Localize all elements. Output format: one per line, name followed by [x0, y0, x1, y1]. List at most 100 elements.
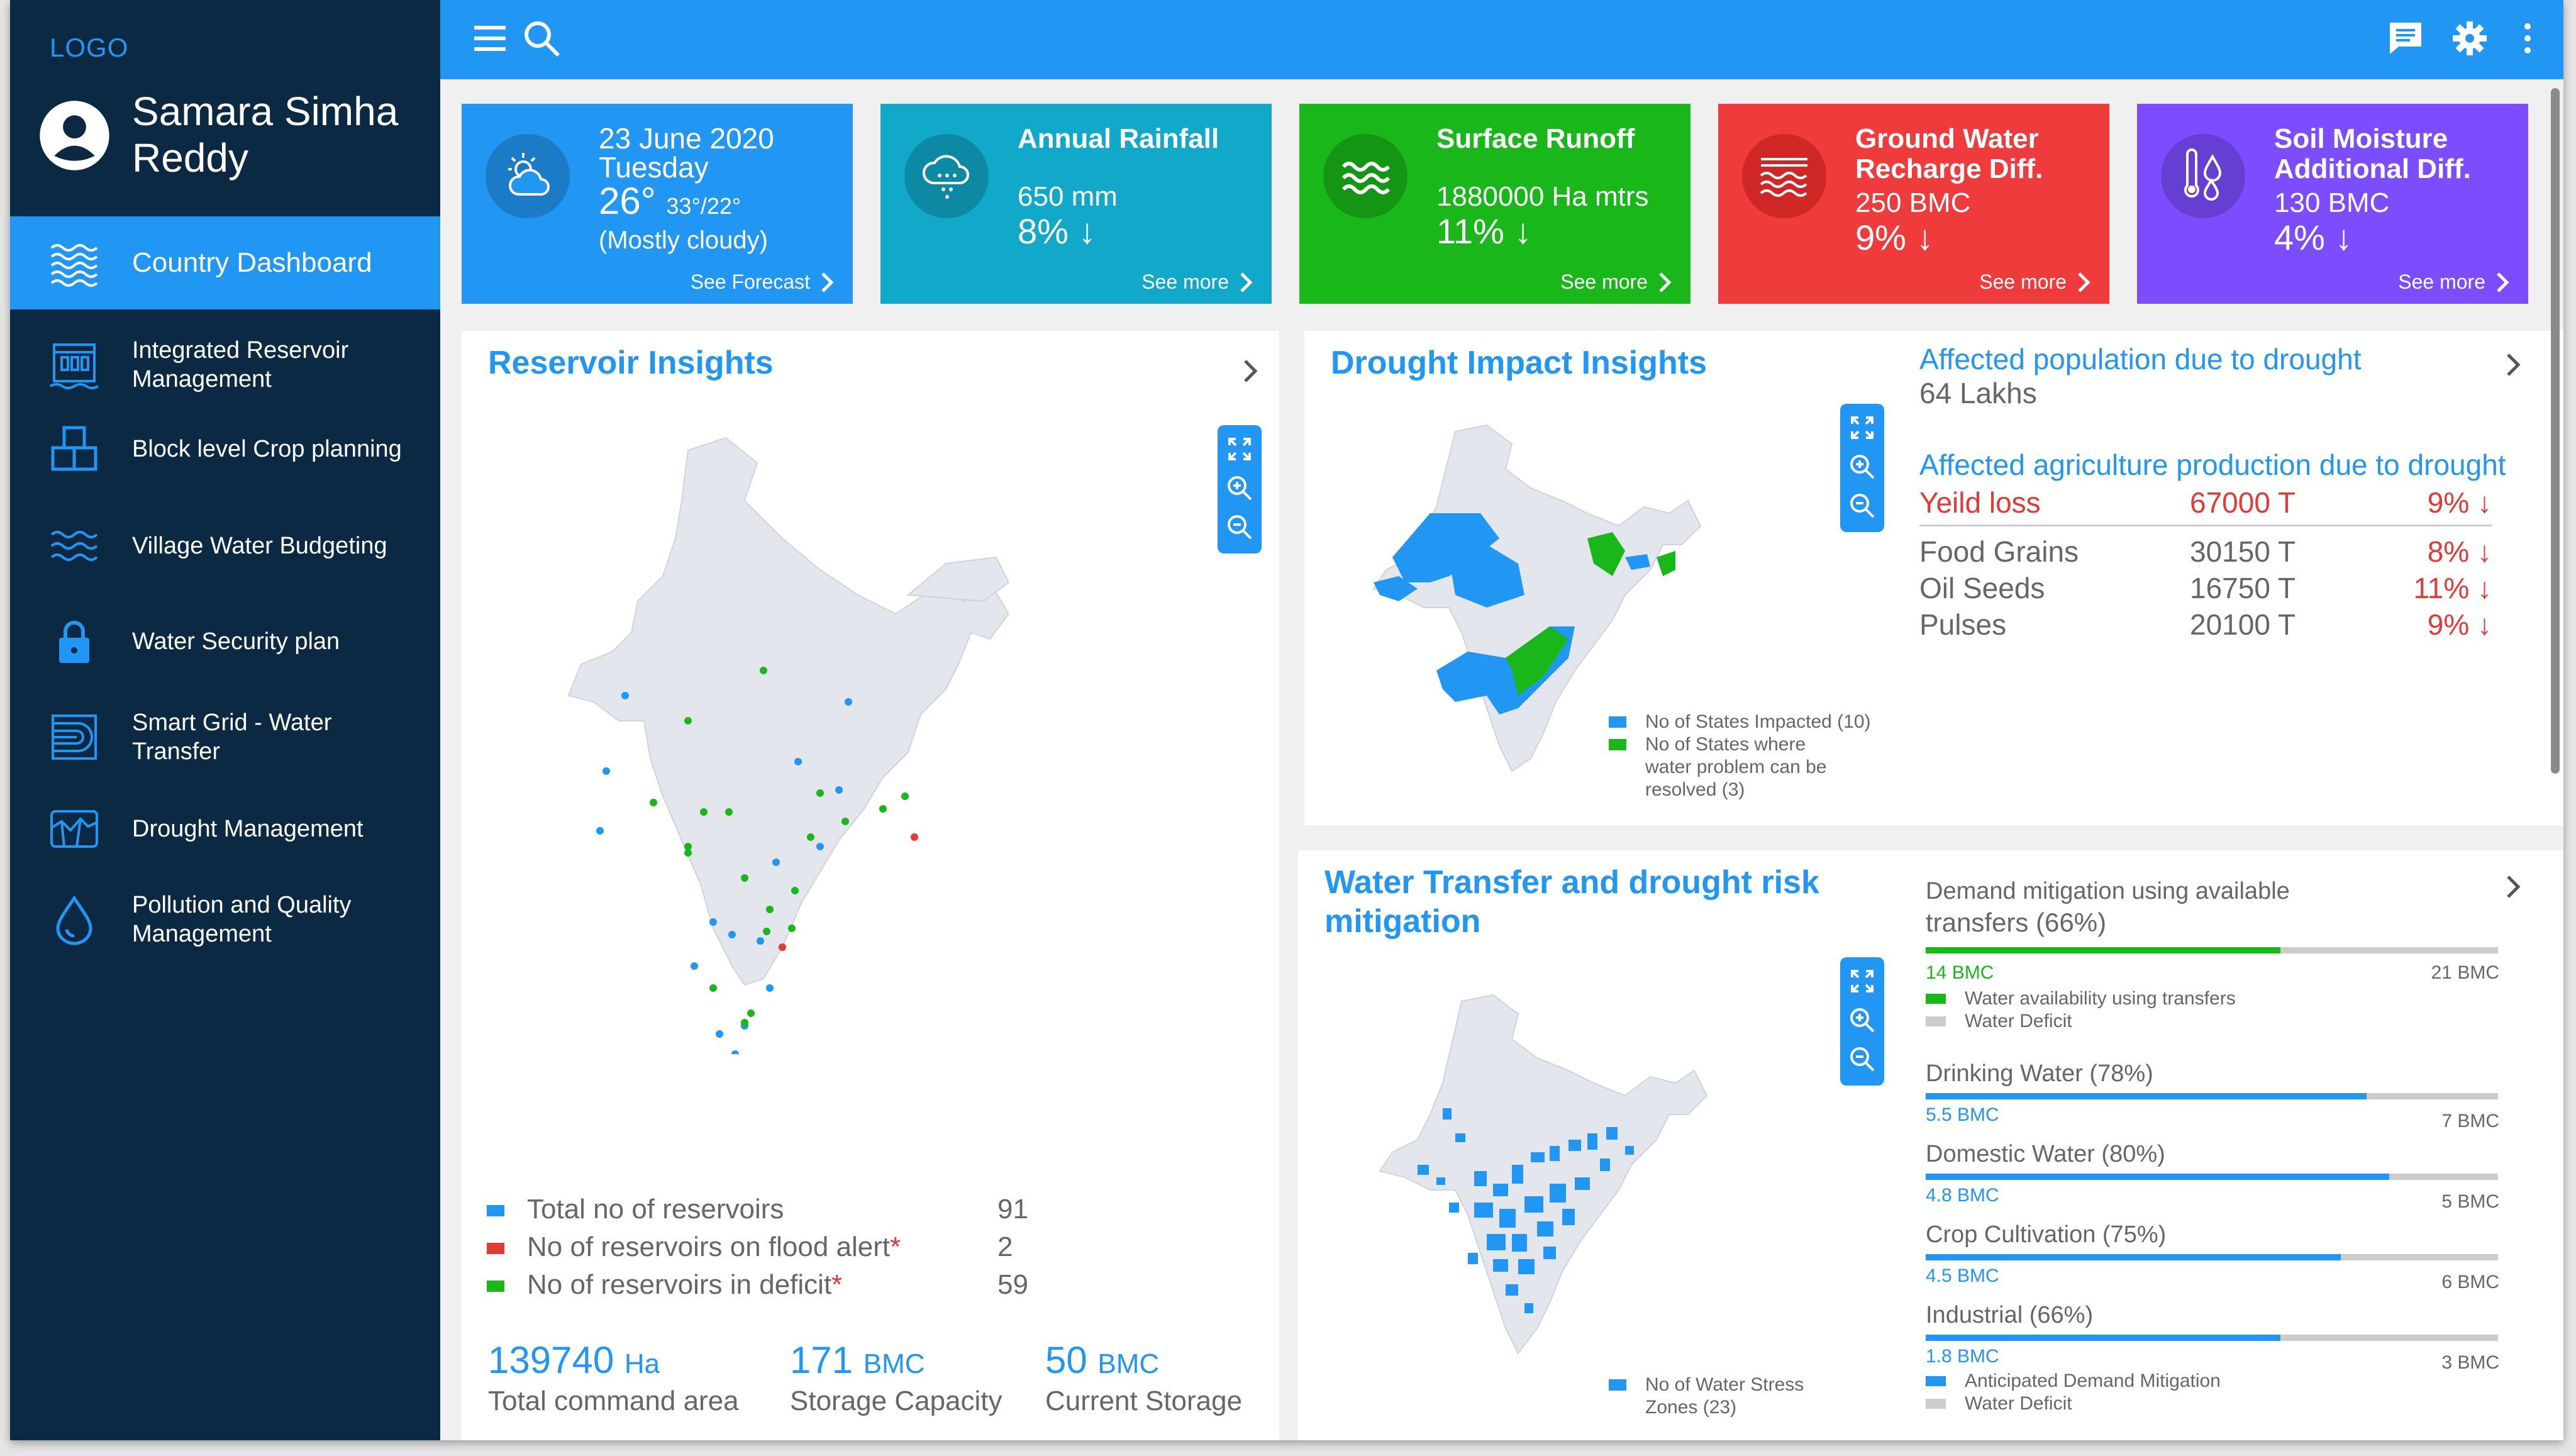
industrial-bar [1926, 1335, 2498, 1341]
weather-range: 33°/22° [666, 193, 741, 219]
fullscreen-icon[interactable] [1848, 414, 1876, 442]
rainfall-see-more-link[interactable]: See more [1141, 270, 1254, 294]
sidebar-item-smart-grid[interactable]: Smart Grid - Water Transfer [10, 691, 440, 784]
runoff-change: 11% ↓ [1436, 211, 1532, 251]
crop-cultivation-label: Crop Cultivation (75%) [1926, 1221, 2167, 1248]
stat-label: Storage Capacity [790, 1386, 1002, 1416]
stat-current-storage: 50 BMC Current Storage [1045, 1340, 1242, 1418]
chat-icon[interactable] [2386, 19, 2425, 58]
soil-moisture-value: 130 BMC [2274, 187, 2390, 218]
demand-mitigation-left-value: 14 BMC [1926, 962, 1994, 983]
soil-moisture-icon [2184, 148, 2222, 201]
ground-water-see-more-link[interactable]: See more [1979, 270, 2092, 294]
demand-mitigation-right-value: 21 BMC [2431, 962, 2499, 983]
vertical-scrollbar[interactable] [2551, 88, 2560, 774]
affected-population-value: 64 Lakhs [1919, 377, 2037, 409]
drought-map-legend: No of States Impacted (10) No of States … [1609, 711, 1898, 801]
sidebar-item-label: Pollution and Quality Management [132, 892, 352, 947]
weather-date: 23 June 2020 [599, 122, 774, 155]
runoff-see-more-link[interactable]: See more [1560, 270, 1673, 294]
dam-icon [49, 343, 99, 389]
domestic-water-bar-fill [1926, 1174, 2390, 1180]
demand-mitigation-label-1: Demand mitigation using available [1926, 878, 2290, 904]
ground-water-change: 9% ↓ [1855, 218, 1934, 257]
ground-water-title-2: Recharge Diff. [1855, 153, 2043, 184]
sidebar-item-label: Block level Crop planning [132, 436, 402, 462]
india-reservoir-map[interactable] [556, 425, 1009, 1054]
runoff-title: Surface Runoff [1436, 123, 1635, 154]
water-stress-legend: No of Water Stress Zones (23) [1609, 1374, 1860, 1419]
gear-icon[interactable] [2450, 19, 2489, 58]
chevron-right-icon [2078, 272, 2090, 292]
partly-cloudy-icon [508, 153, 550, 196]
crop-cultivation-bar-fill [1926, 1254, 2341, 1260]
grid-transfer-icon [52, 714, 97, 760]
zoom-out-icon[interactable] [1226, 513, 1253, 541]
sidebar-item-label: Village Water Budgeting [132, 533, 387, 559]
ground-water-card: Ground Water Recharge Diff. 250 BMC 9% ↓… [1718, 104, 2109, 304]
stat-unit: BMC [863, 1348, 925, 1379]
user-avatar-icon[interactable] [38, 99, 111, 172]
sidebar-item-country-dashboard[interactable]: Country Dashboard [10, 216, 440, 309]
affected-agriculture-title: Affected agriculture production due to d… [1919, 448, 2506, 481]
legend-deficit: No of reservoirs in deficit* 59 [487, 1268, 1028, 1302]
blocks-icon [51, 426, 97, 471]
sidebar-item-water-security-plan[interactable]: Water Security plan [10, 595, 440, 688]
domestic-water-label: Domestic Water (80%) [1926, 1141, 2165, 1167]
sidebar-item-label: Drought Management [132, 816, 364, 842]
fullscreen-icon[interactable] [1848, 967, 1876, 995]
drinking-water-bar [1926, 1093, 2498, 1099]
drought-map-zoom-controls [1840, 404, 1884, 532]
water-waves-icon [50, 244, 98, 287]
industrial-right-value: 3 BMC [2441, 1352, 2499, 1373]
menu-icon[interactable] [470, 19, 509, 58]
sidebar-item-crop-planning[interactable]: Block level Crop planning [10, 403, 440, 496]
india-drought-map[interactable] [1361, 419, 1713, 796]
chevron-right-icon[interactable] [1239, 357, 1260, 385]
sidebar-item-reservoir-management[interactable]: Integrated Reservoir Management [10, 318, 440, 411]
sidebar-item-label: Water Security plan [132, 628, 340, 655]
chevron-right-icon [1240, 272, 1253, 292]
stat-total-command-area: 139740 Ha Total command area [488, 1340, 739, 1418]
transfer-map-zoom-controls [1840, 957, 1884, 1086]
india-water-stress-map[interactable] [1361, 989, 1738, 1379]
weather-card: 23 June 2020 Tuesday 26° 33°/22° (Mostly… [462, 104, 853, 304]
drought-impact-panel: Drought Impact Insights N [1304, 331, 2563, 825]
domestic-water-right-value: 5 BMC [2441, 1191, 2499, 1212]
search-icon[interactable] [522, 19, 561, 58]
sidebar-item-pollution-quality[interactable]: Pollution and Quality Management [10, 873, 440, 966]
soil-moisture-card: Soil Moisture Additional Diff. 130 BMC 4… [2137, 104, 2528, 304]
demand-mitigation-bar-fill [1926, 947, 2281, 953]
soil-moisture-title-1: Soil Moisture [2274, 123, 2448, 154]
drinking-water-left-value: 5.5 BMC [1926, 1104, 1999, 1125]
sidebar-item-drought-management[interactable]: Drought Management [10, 782, 440, 875]
soil-moisture-see-more-link[interactable]: See more [2398, 270, 2511, 294]
sidebar-item-village-water-budgeting[interactable]: Village Water Budgeting [10, 499, 440, 592]
water-transfer-panel: Water Transfer and drought risk mitigati… [1298, 850, 2563, 1440]
sidebar-item-label: Smart Grid - Water Transfer [132, 709, 332, 765]
legend-flood-alert: No of reservoirs on flood alert* 2 [487, 1230, 1021, 1264]
more-vertical-icon[interactable] [2508, 19, 2547, 58]
chevron-right-icon[interactable] [2502, 351, 2523, 379]
zoom-out-icon[interactable] [1848, 1045, 1876, 1073]
zoom-in-icon[interactable] [1226, 474, 1253, 502]
drinking-water-bar-fill [1926, 1093, 2367, 1099]
stat-label: Total command area [488, 1386, 739, 1416]
water-transfer-title-2: mitigation [1324, 903, 1481, 940]
zoom-in-icon[interactable] [1848, 453, 1876, 481]
see-forecast-link[interactable]: See Forecast [691, 270, 835, 294]
reservoir-insights-panel: Reservoir Insights [462, 331, 1279, 1440]
zoom-in-icon[interactable] [1848, 1006, 1876, 1034]
chevron-right-icon[interactable] [2502, 873, 2523, 901]
zoom-out-icon[interactable] [1848, 492, 1876, 520]
legend-states-impacted: No of States Impacted (10) [1609, 711, 1898, 733]
dashboard-window: LOGO Samara Simha Reddy Country Dashboar… [10, 0, 2563, 1440]
fullscreen-icon[interactable] [1226, 435, 1253, 463]
stat-label: Current Storage [1045, 1386, 1243, 1416]
stat-unit: Ha [624, 1348, 660, 1379]
runoff-value: 1880000 Ha mtrs [1436, 181, 1649, 212]
weather-day: Tuesday [599, 151, 709, 184]
chevron-right-icon [821, 272, 834, 292]
rain-cloud-icon [923, 155, 969, 199]
